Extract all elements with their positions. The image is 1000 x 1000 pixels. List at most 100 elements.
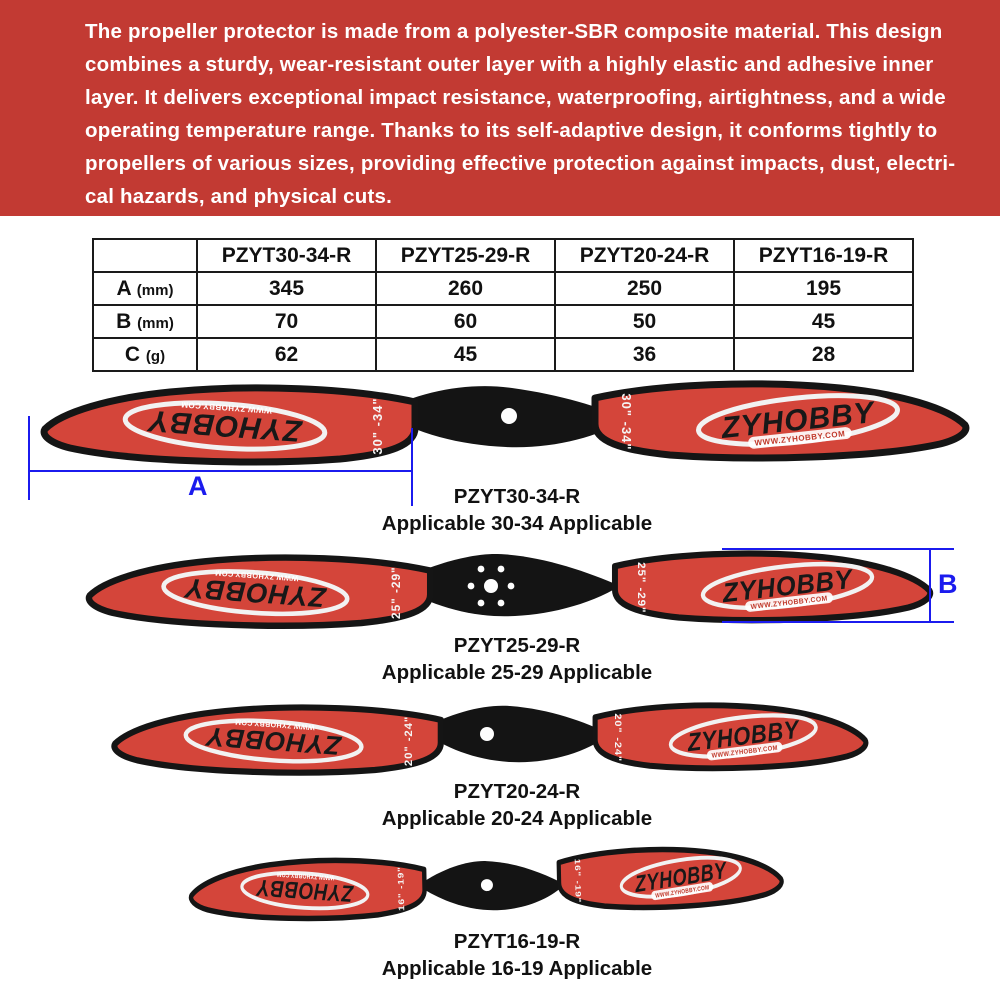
right-blade-cover: ZYHOBBY WWW.ZYHOBBY.COM 30" -34" [591,380,970,462]
left-blade-cover: ZYHOBBY WWW.ZYHOBBY.COM 30" -34" [40,384,419,466]
brand-logo-left: ZYHOBBY WWW.ZYHOBBY.COM [161,568,350,617]
brand-logo-text: ZYHOBBY [255,874,354,907]
banner-text-line: propellers of various sizes, providing e… [85,152,956,175]
propeller-hub [417,861,565,911]
website-chip [706,742,783,761]
bolt-hole [477,565,485,573]
website-chip [745,592,834,612]
blade-cover-shape [85,554,434,629]
logo-swoosh [240,871,370,911]
dimension-b-vertical-line [929,548,931,623]
cell-value: 45 [733,304,914,339]
size-label-left: 25" -29" [389,566,403,619]
dimension-a-label: A [188,471,208,501]
bolt-hole [497,565,505,573]
cell-value: 62 [196,337,377,372]
brand-logo-left: ZYHOBBY WWW.ZYHOBBY.COM [240,870,370,911]
table-row-b: B (mm) 70 60 50 45 [92,304,914,339]
propeller-photo-20-24: ZYHOBBY WWW.ZYHOBBY.COM 20" -24" ZYHOBBY… [111,702,869,776]
row-label: B (mm) [92,304,198,339]
hub-hole [484,579,498,593]
size-label-left: 20" -24" [403,716,415,766]
logo-swoosh [161,569,350,617]
banner-text-line: cal hazards, and physical cuts. [85,185,392,208]
cell-value: 195 [733,271,914,306]
banner-text-line: combines a sturdy, wear-resistant outer … [85,53,934,76]
cell-value: 50 [554,304,735,339]
cell-value: 70 [196,304,377,339]
cell-value: 250 [554,271,735,306]
product-caption-3: PZYT20-24-R Applicable 20-24 Applicable [17,778,1000,832]
propeller-hub [420,705,610,763]
logo-swoosh [183,718,364,764]
left-blade-cover: ZYHOBBY WWW.ZYHOBBY.COM 25" -29" [85,554,434,629]
right-blade-cover: ZYHOBBY WWW.ZYHOBBY.COM 16" -19" [556,846,784,911]
propeller-hub [394,554,620,617]
cell-value: 60 [375,304,556,339]
row-label: C (g) [92,337,198,372]
product-caption-2: PZYT25-29-R Applicable 25-29 Applicable [17,632,1000,686]
product-caption-1: PZYT30-34-R Applicable 30-34 Applicable [17,483,1000,537]
bolt-hole [507,582,515,590]
dimension-a-left-line [28,416,30,500]
hub-hole [480,879,493,892]
blade-cover-shape [40,384,419,466]
product-model: PZYT30-34-R [453,485,581,508]
dimension-b-top-line [722,548,954,550]
model-header: PZYT30-34-R [196,238,377,273]
product-model: PZYT16-19-R [453,930,581,953]
bolt-hole [467,582,475,590]
size-label-right: 25" -29" [635,562,647,613]
blade-cover-shape [591,380,970,462]
banner-text-line: The propeller protector is made from a p… [85,20,943,43]
product-applicable: Applicable 30-34 Applicable [381,512,653,535]
model-header: PZYT16-19-R [733,238,914,273]
cell-value: 36 [554,337,735,372]
dimension-a-right-line [411,428,413,506]
brand-logo-left: ZYHOBBY WWW.ZYHOBBY.COM [183,718,364,764]
blade-cover-shape [611,550,934,624]
product-caption-4: PZYT16-19-R Applicable 16-19 Applicable [17,928,1000,982]
propeller-hub [382,386,626,448]
model-header: PZYT25-29-R [375,238,556,273]
website-text: WWW.ZYHOBBY.COM [277,870,334,880]
bolt-hole [477,599,485,607]
table-row-c: C (g) 62 45 36 28 [92,337,914,372]
bolt-hole [497,599,505,607]
right-blade-cover: ZYHOBBY WWW.ZYHOBBY.COM 25" -29" [611,550,934,624]
propeller-photo-30-34: ZYHOBBY WWW.ZYHOBBY.COM 30" -34" ZYHOBBY… [40,380,970,466]
size-label-right: 30" -34" [619,393,634,450]
left-blade-cover: ZYHOBBY WWW.ZYHOBBY.COM 20" -24" [111,704,444,776]
website-chip [651,882,714,901]
cell-value: 28 [733,337,914,372]
blade-cover-shape [188,857,427,922]
propeller-photo-16-19: ZYHOBBY WWW.ZYHOBBY.COM 16" -19" ZYHOBBY… [188,846,784,922]
blade-cover-shape [556,846,784,911]
banner-text-line: layer. It delivers exceptional impact re… [85,86,946,109]
product-applicable: Applicable 25-29 Applicable [381,661,653,684]
size-label-left: 16" -19" [396,866,406,911]
dimension-a-bar [28,470,413,472]
hub-hole [501,408,517,424]
hub-hole [480,727,494,741]
cell-value: 260 [375,271,556,306]
dimension-b-bottom-line [722,621,954,623]
propeller-photo-25-29: ZYHOBBY WWW.ZYHOBBY.COM 25" -29" ZYHOBBY… [85,550,934,629]
product-model: PZYT20-24-R [453,780,581,803]
size-label-right: 16" -19" [573,859,583,904]
product-model: PZYT25-29-R [453,634,581,657]
dimension-b-label: B [938,569,958,599]
right-blade-cover: ZYHOBBY WWW.ZYHOBBY.COM 20" -24" [592,702,869,772]
model-header: PZYT20-24-R [554,238,735,273]
description-banner: The propeller protector is made from a p… [0,0,1000,216]
size-label-left: 30" -34" [370,397,385,454]
table-row-a: A (mm) 345 260 250 195 [92,271,914,306]
cell-value: 45 [375,337,556,372]
row-label: A (mm) [92,271,198,306]
blade-cover-shape [592,702,869,772]
banner-text-line: operating temperature range. Thanks to i… [85,119,938,142]
spec-table: PZYT30-34-R PZYT25-29-R PZYT20-24-R PZYT… [92,238,914,372]
blank-header-cell [92,238,198,273]
size-label-right: 20" -24" [612,713,622,762]
